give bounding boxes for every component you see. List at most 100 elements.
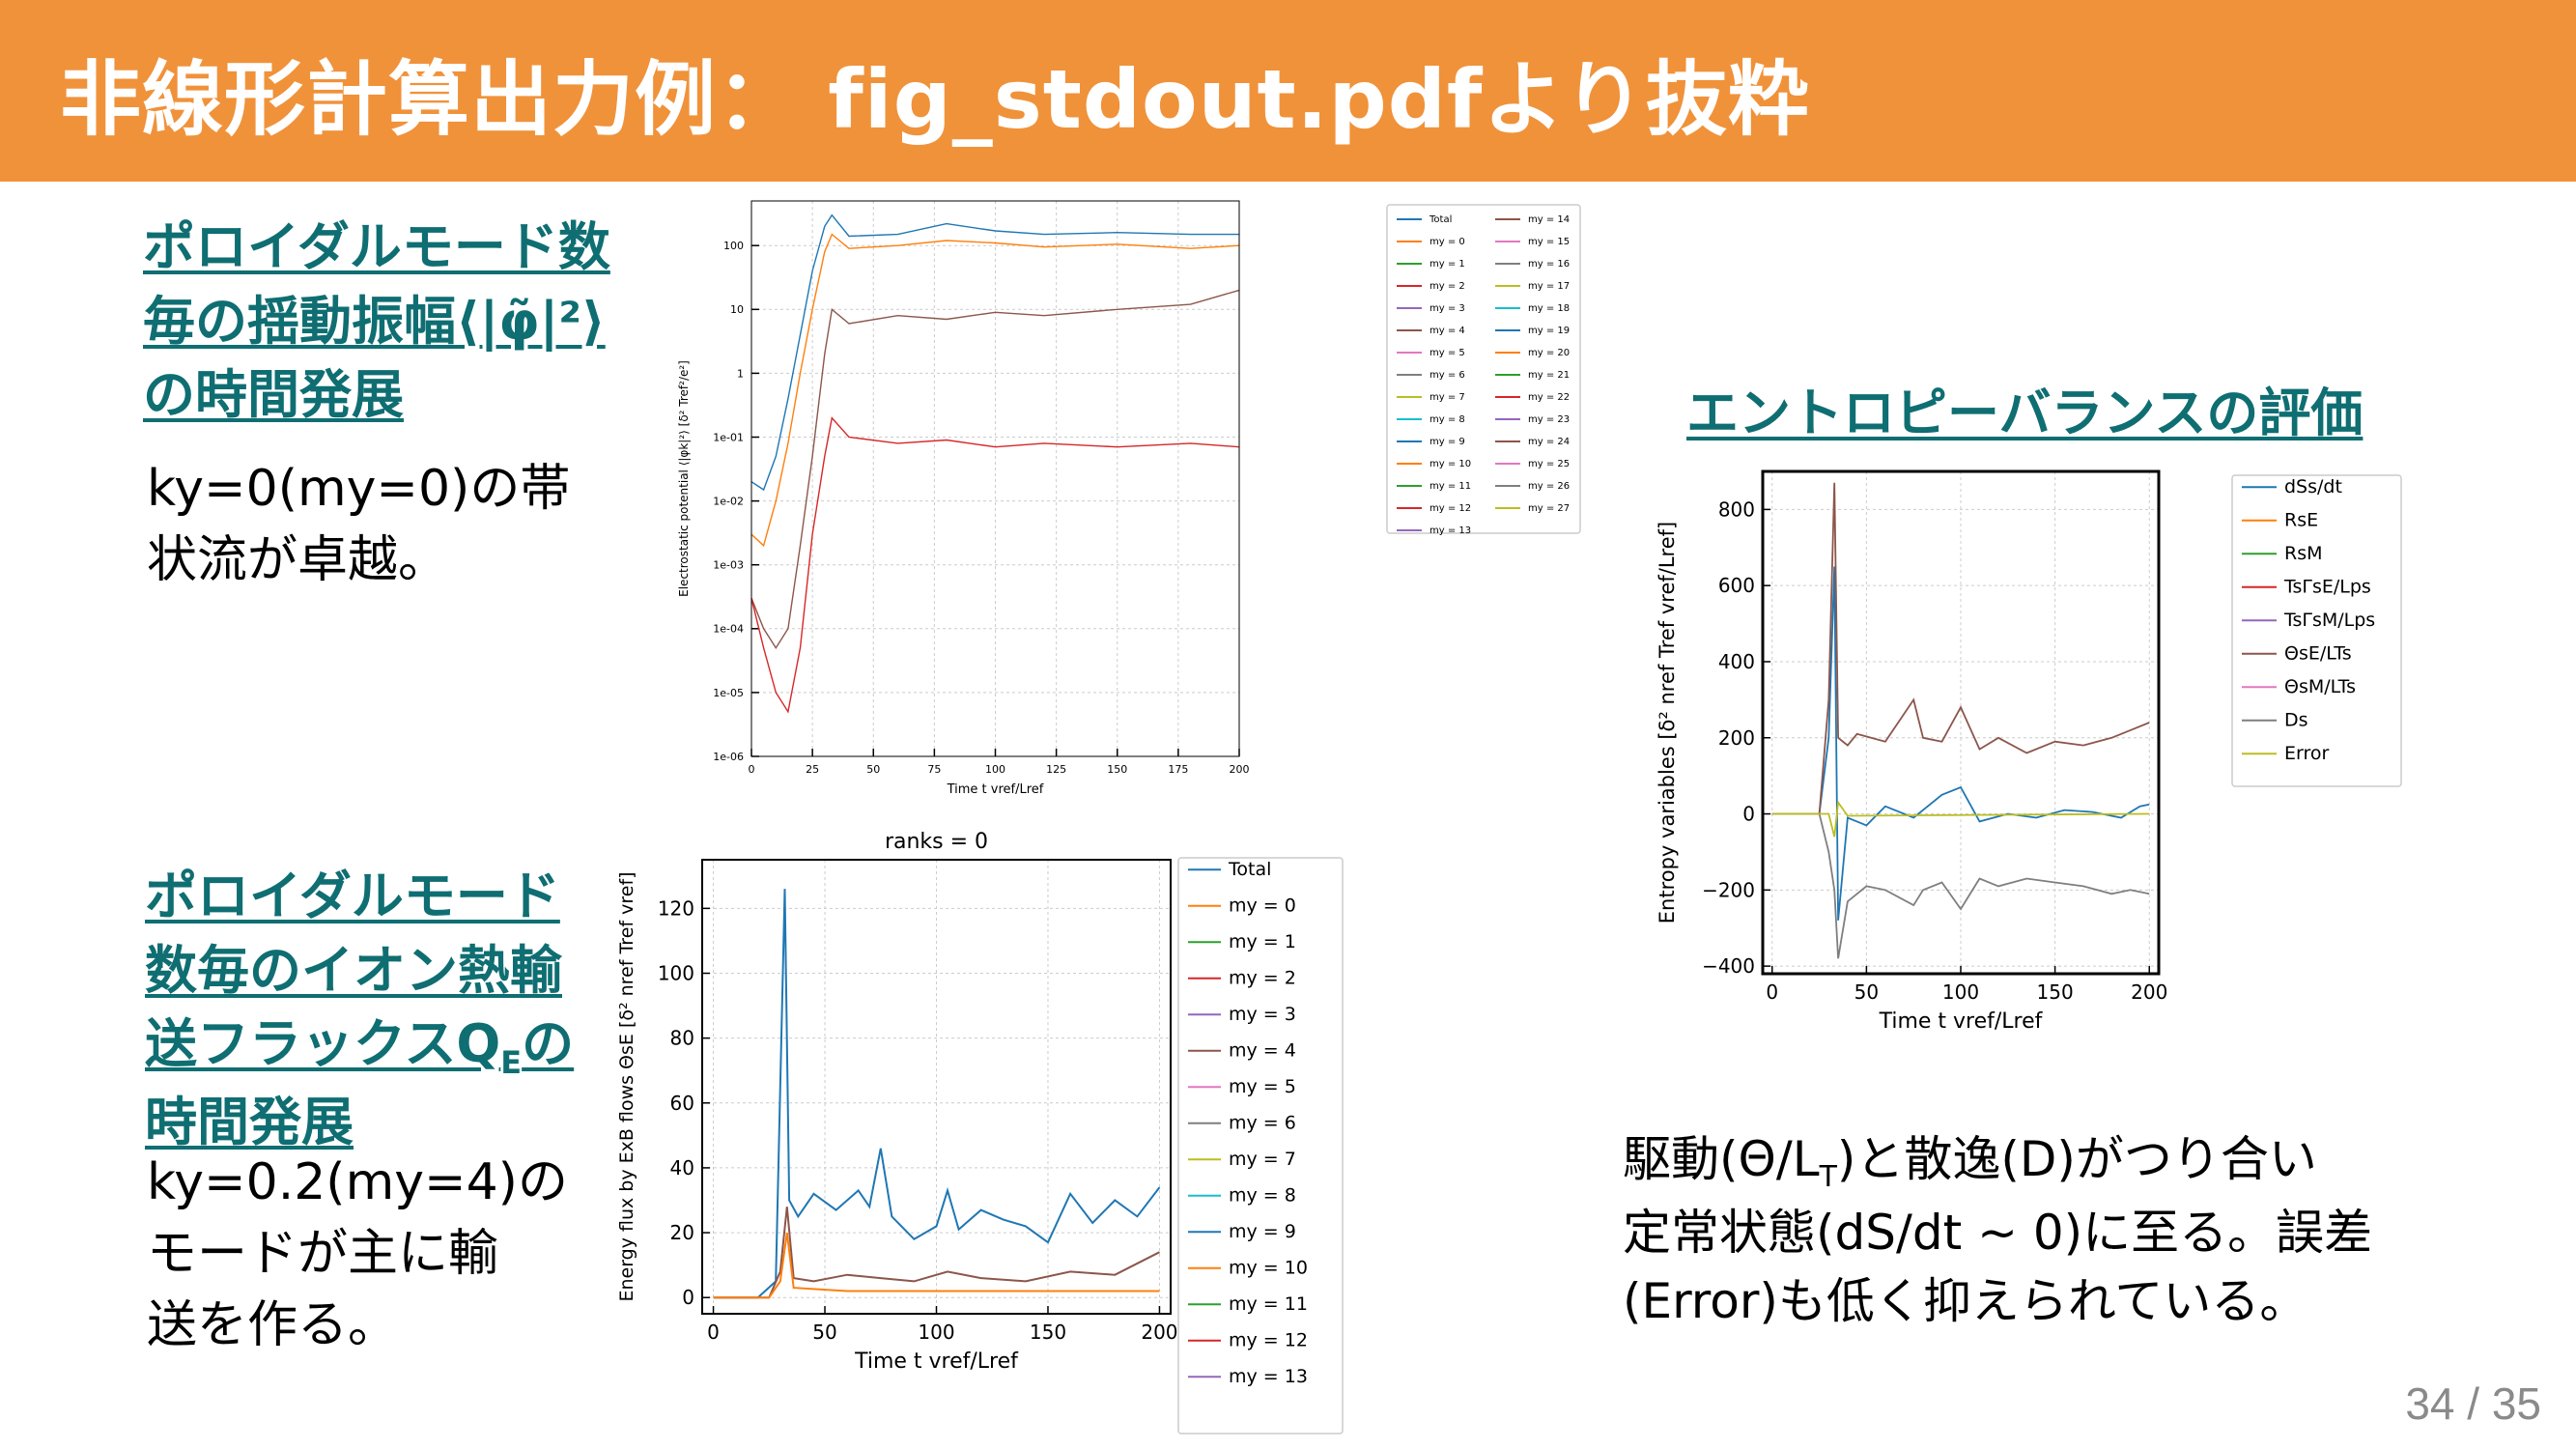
y-tick-label: 1e-02 xyxy=(713,495,744,507)
legend-label: my = 11 xyxy=(1430,481,1471,492)
y-tick-label: 1e-03 xyxy=(713,559,744,572)
poloidal-heading-line-2: 毎の揺動振幅⟨|φ̃|²⟩ xyxy=(143,290,606,352)
legend-label: Error xyxy=(2284,743,2330,764)
y-tick-label: 20 xyxy=(670,1221,694,1244)
x-tick-label: 0 xyxy=(1766,980,1778,1004)
legend-label: Total xyxy=(1228,859,1271,880)
legend-label: my = 1 xyxy=(1229,931,1296,952)
y-tick-label: 40 xyxy=(670,1156,694,1179)
y-axis-label: Energy flux by ExB flows ΘsE [δ² nref Tr… xyxy=(616,871,637,1301)
legend-label: TsΓsE/Lps xyxy=(2283,577,2371,598)
legend-label: my = 3 xyxy=(1229,1004,1296,1025)
legend-label: my = 2 xyxy=(1430,281,1465,292)
legend-label: Ds xyxy=(2284,710,2308,731)
legend-label: my = 12 xyxy=(1430,503,1471,514)
x-tick-label: 200 xyxy=(2131,980,2167,1004)
x-tick-label: 75 xyxy=(927,763,941,776)
y-axis-label: Electrostatic potential ⟨|φk|²⟩ [δ² Tref… xyxy=(677,360,691,597)
legend-box xyxy=(1386,204,1581,534)
series-line xyxy=(1771,482,2150,815)
potential-chart-panel: 1e-06 1e-05 1e-04 1e-03 1e-02 1e-01 1 10 100 0 25 5… xyxy=(666,193,1594,811)
x-tick-label: 150 xyxy=(1030,1321,1066,1344)
entropy-chart-panel: −400 −200 0 200 400 600 800 0 50 100 150 200 Time t … xyxy=(1647,464,2410,1043)
x-tick-label: 0 xyxy=(707,1321,720,1344)
y-tick-label: 1e-06 xyxy=(713,751,744,763)
legend-label: dSs/dt xyxy=(2284,476,2342,497)
series-line xyxy=(750,416,1240,714)
y-tick-label: 800 xyxy=(1718,497,1755,521)
entropy-heading: エントロピーバランスの評価 xyxy=(1686,383,2364,443)
legend-label: my = 9 xyxy=(1229,1221,1296,1242)
legend-label: my = 4 xyxy=(1430,326,1465,336)
y-tick-label: 0 xyxy=(682,1286,694,1309)
y-tick-label: −200 xyxy=(1702,878,1755,901)
x-axis-label: Time t vref/Lref xyxy=(947,782,1044,797)
legend-label: ΘsE/LTs xyxy=(2284,643,2352,665)
y-tick-label: 0 xyxy=(1742,803,1755,826)
y-tick-label: 1e-01 xyxy=(713,431,744,443)
legend-label: my = 15 xyxy=(1528,237,1570,247)
entropy-description-line-1: 駆動(Θ/LT)と散逸(D)がつり合い xyxy=(1623,1131,2317,1194)
flux-chart: ranks = 0 0 20 40 60 80 100 120 0 50 100 150 200 Time… xyxy=(616,830,1344,1435)
legend-label: my = 12 xyxy=(1229,1330,1308,1351)
legend-label: my = 16 xyxy=(1528,259,1570,270)
chart-title: ranks = 0 xyxy=(885,830,988,854)
potential-chart: 1e-06 1e-05 1e-04 1e-03 1e-02 1e-01 1 10 100 0 25 5… xyxy=(677,200,1581,797)
y-axis-label: Entropy variables [δ² nref Tref vref/Lre… xyxy=(1656,522,1679,923)
legend-label: RsM xyxy=(2284,543,2323,564)
legend-label: my = 8 xyxy=(1430,414,1465,425)
x-tick-label: 50 xyxy=(812,1321,836,1344)
flux-heading-line-3: 送フラックスQEの xyxy=(145,1013,575,1082)
x-tick-label: 25 xyxy=(806,763,819,776)
entropy-description-line-3: (Error)も低く抑えられている。 xyxy=(1623,1272,2308,1329)
legend-label: RsE xyxy=(2284,510,2318,531)
legend-label: my = 21 xyxy=(1528,370,1570,381)
legend-label: my = 26 xyxy=(1528,481,1570,492)
flux-heading-line-1: ポロイダルモード xyxy=(145,866,560,926)
legend-label: my = 9 xyxy=(1430,437,1465,447)
poloidal-description: ky=0(my=0)の帯 状流が卓越。 xyxy=(147,454,570,597)
legend-label: my = 19 xyxy=(1528,326,1570,336)
legend-label: my = 18 xyxy=(1528,303,1570,314)
y-tick-label: 400 xyxy=(1718,650,1755,673)
series-line xyxy=(750,233,1240,548)
legend-label: my = 7 xyxy=(1229,1149,1296,1170)
legend-label: my = 7 xyxy=(1430,392,1465,403)
flux-description-line-1: ky=0.2(my=4)の xyxy=(147,1153,568,1211)
x-tick-label: 50 xyxy=(866,763,880,776)
legend-label: my = 6 xyxy=(1430,370,1465,381)
entropy-description-line-2: 定常状態(dS/dt ~ 0)に至る。誤差 xyxy=(1623,1204,2373,1261)
y-tick-label: 1e-05 xyxy=(713,687,744,699)
legend-label: my = 11 xyxy=(1229,1293,1308,1315)
legend-label: my = 5 xyxy=(1229,1076,1296,1097)
legend-label: my = 27 xyxy=(1528,503,1570,514)
poloidal-description-line-1: ky=0(my=0)の帯 xyxy=(147,460,571,518)
legend-label: my = 3 xyxy=(1430,303,1465,314)
legend-label: my = 1 xyxy=(1430,259,1465,270)
x-tick-label: 100 xyxy=(985,763,1005,776)
legend-label: my = 4 xyxy=(1229,1040,1296,1062)
x-tick-label: 100 xyxy=(918,1321,954,1344)
title-banner: 非線形計算出力例： fig_stdout.pdfより抜粋 xyxy=(0,0,2576,182)
legend-label: ΘsM/LTs xyxy=(2284,676,2356,697)
entropy-chart: −400 −200 0 200 400 600 800 0 50 100 150 200 Time t … xyxy=(1656,469,2402,1034)
x-tick-label: 0 xyxy=(749,763,755,776)
legend-label: my = 10 xyxy=(1229,1258,1308,1279)
y-tick-label: 120 xyxy=(658,896,694,920)
plot-frame xyxy=(1761,469,2161,976)
y-tick-label: 1e-04 xyxy=(713,623,744,636)
series-line xyxy=(1771,566,2150,921)
y-tick-label: 100 xyxy=(658,962,694,985)
x-tick-label: 175 xyxy=(1168,763,1188,776)
x-tick-label: 200 xyxy=(1230,763,1250,776)
legend-label: my = 17 xyxy=(1528,281,1570,292)
legend-label: my = 13 xyxy=(1229,1366,1308,1387)
legend-label: my = 0 xyxy=(1430,237,1465,247)
page-number: 34 / 35 xyxy=(2405,1378,2541,1429)
flux-heading-line-4: 時間発展 xyxy=(145,1091,354,1152)
legend-label: my = 23 xyxy=(1528,414,1570,425)
legend-label: my = 10 xyxy=(1430,459,1471,469)
x-tick-label: 100 xyxy=(1942,980,1979,1004)
x-tick-label: 200 xyxy=(1141,1321,1177,1344)
flux-chart-panel: ranks = 0 0 20 40 60 80 100 120 0 50 100 150 200 Time… xyxy=(604,811,1347,1435)
